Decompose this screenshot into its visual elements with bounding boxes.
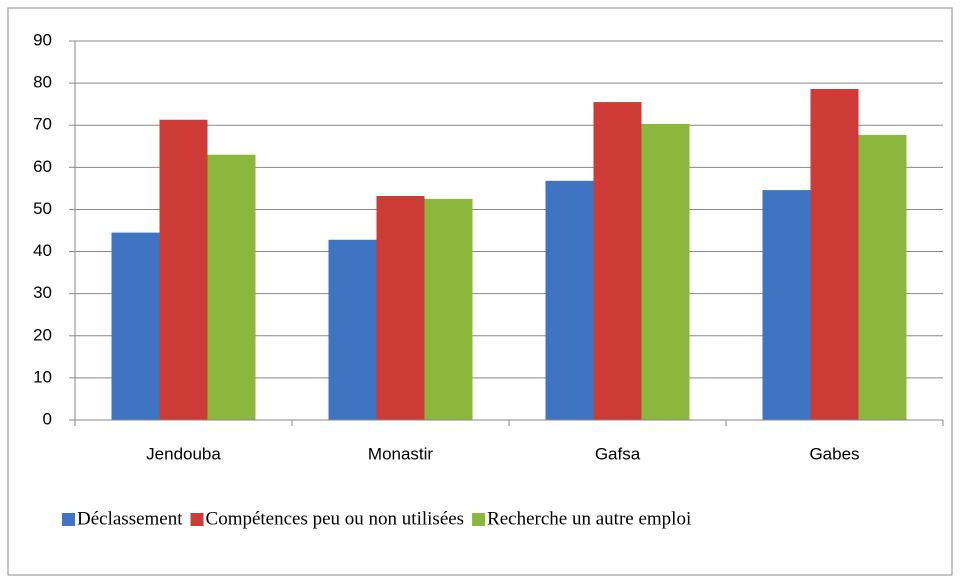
legend-swatch bbox=[472, 513, 486, 526]
y-tick-label: 60 bbox=[33, 157, 52, 176]
y-tick-label: 70 bbox=[33, 115, 52, 134]
legend-label: Déclassement bbox=[77, 508, 183, 529]
bar bbox=[545, 180, 594, 420]
bar bbox=[810, 89, 859, 421]
x-tick-label: Jendouba bbox=[146, 444, 221, 463]
bar bbox=[159, 119, 208, 421]
x-tick-label: Gafsa bbox=[595, 444, 641, 463]
legend-label: Compétences peu ou non utilisées bbox=[206, 508, 465, 529]
bar bbox=[376, 195, 425, 420]
x-tick-label: Monastir bbox=[368, 444, 434, 463]
bar bbox=[328, 239, 377, 420]
y-tick-label: 90 bbox=[33, 30, 52, 49]
bar bbox=[858, 134, 907, 420]
chart-border bbox=[7, 7, 953, 576]
legend-label: Recherche un autre emploi bbox=[487, 508, 691, 529]
bar bbox=[424, 198, 473, 420]
bar bbox=[762, 190, 811, 420]
y-tick-label: 30 bbox=[33, 283, 52, 302]
legend-swatch bbox=[190, 513, 204, 526]
y-tick-label: 20 bbox=[33, 325, 52, 344]
y-tick-label: 50 bbox=[33, 199, 52, 218]
legend-swatch bbox=[62, 513, 75, 526]
bar bbox=[111, 232, 160, 420]
y-tick-label: 80 bbox=[33, 73, 52, 92]
bar bbox=[641, 123, 690, 420]
y-tick-label: 10 bbox=[33, 367, 52, 386]
x-tick-label: Gabes bbox=[809, 444, 859, 463]
bar bbox=[593, 102, 642, 421]
bar bbox=[207, 154, 256, 420]
y-tick-label: 0 bbox=[43, 409, 52, 428]
y-tick-label: 40 bbox=[33, 241, 52, 260]
